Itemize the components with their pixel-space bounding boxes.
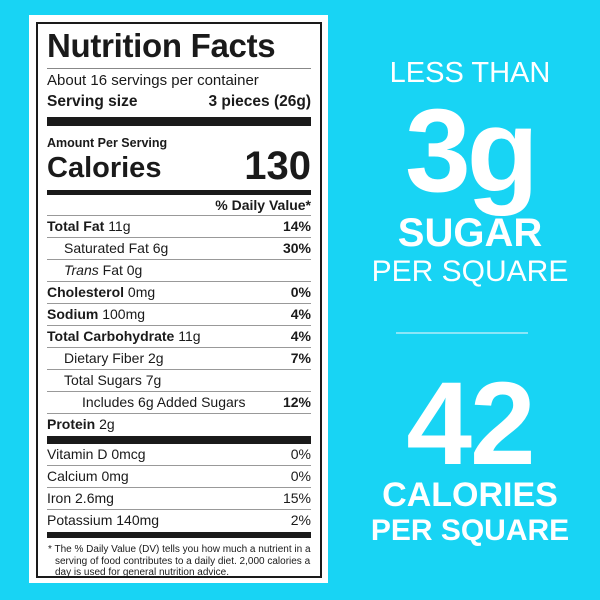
label-title: Nutrition Facts <box>47 27 276 64</box>
nutrient-amount: 11g <box>108 218 131 234</box>
vitamin-dv: 15% <box>282 490 311 506</box>
nutrient-name: Total Sugars 7g <box>64 372 162 388</box>
calories-claim-suffix: PER SQUARE <box>370 514 570 547</box>
nutrient-dv: 12% <box>282 394 311 410</box>
separator-line <box>396 332 528 334</box>
daily-value-header: % Daily Value* <box>215 197 311 213</box>
nutrient-dv: 4% <box>290 328 311 344</box>
nutrient-row: Protein 2g <box>47 413 311 435</box>
nutrient-row: Total Sugars 7g <box>47 369 311 391</box>
calories-value: 130 <box>244 144 311 188</box>
vitamin-dv: 2% <box>290 512 311 528</box>
nutrient-row: Trans Fat 0g <box>47 259 311 281</box>
vitamin-row: Iron 2.6mg 15% <box>47 487 311 509</box>
servings-per-container: About 16 servings per container <box>47 72 259 89</box>
calories-claim-value: 42 <box>406 358 535 490</box>
serving-size-label: Serving size <box>47 93 138 110</box>
sugar-value: 3g <box>405 85 539 217</box>
vitamin-name: Iron 2.6mg <box>47 490 114 506</box>
thick-divider <box>47 532 311 538</box>
nutrient-dv: 4% <box>290 306 311 322</box>
nutrient-dv: 30% <box>282 240 311 256</box>
nutrition-label-card <box>29 15 328 583</box>
nutrient-name: Sodium <box>47 306 99 322</box>
nutrient-amount: 11g <box>178 328 201 344</box>
nutrient-row: Dietary Fiber 2g 7% <box>47 347 311 369</box>
nutrient-row: Includes 6g Added Sugars 12% <box>47 391 311 413</box>
amount-per-serving: Amount Per Serving <box>47 136 168 150</box>
footnote: * The % Daily Value (DV) tells you how m… <box>48 544 311 578</box>
sugar-prefix: LESS THAN <box>389 57 551 89</box>
nutrient-dv: 7% <box>290 350 311 366</box>
nutrient-name: Cholesterol <box>47 284 125 300</box>
calories-row: Calories 130 <box>47 144 311 188</box>
nutrient-name: Total Fat <box>47 218 105 234</box>
divider <box>47 68 311 69</box>
vitamin-row: Potassium 140mg 2% <box>47 509 311 531</box>
nutrient-row: Saturated Fat 6g 30% <box>47 237 311 259</box>
calories-claim-label: CALORIES <box>382 476 558 514</box>
nutrient-name: Trans <box>64 262 99 278</box>
vitamin-dv: 0% <box>290 468 311 484</box>
nutrient-amount: 0mg <box>127 284 156 300</box>
nutrient-row: Sodium 100mg 4% <box>47 303 311 325</box>
vitamin-name: Calcium 0mg <box>47 468 129 484</box>
nutrient-name: Total Carbohydrate <box>47 328 175 344</box>
nutrition-facts-label: Nutrition Facts About 16 servings per co… <box>36 22 322 578</box>
vitamin-row: Vitamin D 0mcg 0% <box>47 444 311 465</box>
nutrient-amount: 2g <box>99 416 115 432</box>
nutrient-name: Protein <box>47 416 96 432</box>
nutrient-row: Total Carbohydrate 11g 4% <box>47 325 311 347</box>
nutrient-name: Saturated Fat 6g <box>64 240 169 256</box>
nutrient-dv: 0% <box>290 284 311 300</box>
nutrient-name: Dietary Fiber 2g <box>64 350 164 366</box>
nutrient-dv: 14% <box>282 218 311 234</box>
vitamin-row: Calcium 0mg 0% <box>47 465 311 487</box>
nutrient-row: Cholesterol 0mg 0% <box>47 281 311 303</box>
nutrient-amount: 100mg <box>102 306 146 322</box>
nutrient-row: Total Fat 11g 14% <box>47 215 311 237</box>
nutrient-amount: Fat 0g <box>102 262 143 278</box>
vitamin-name: Potassium 140mg <box>47 512 160 528</box>
sugar-label: SUGAR <box>397 211 543 255</box>
serving-size-value: 3 pieces (26g) <box>208 93 311 110</box>
sugar-suffix: PER SQUARE <box>371 255 569 288</box>
thick-divider <box>47 117 311 126</box>
medium-divider <box>47 190 311 195</box>
serving-size: Serving size 3 pieces (26g) <box>47 91 311 112</box>
vitamin-dv: 0% <box>290 446 311 462</box>
calories-label: Calories <box>47 152 162 184</box>
vitamin-name: Vitamin D 0mcg <box>47 446 146 462</box>
nutrient-name: Includes 6g Added Sugars <box>82 394 246 410</box>
thick-divider <box>47 436 311 444</box>
